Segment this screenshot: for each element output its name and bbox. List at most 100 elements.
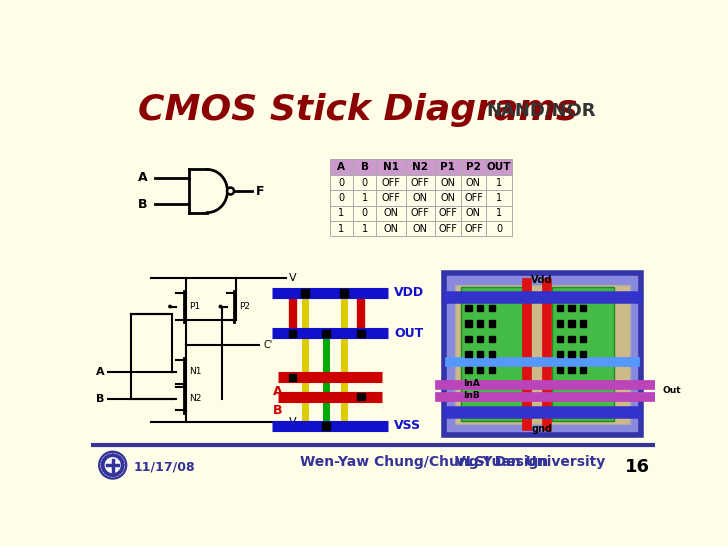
Bar xyxy=(465,336,472,342)
Bar xyxy=(455,285,630,424)
Bar xyxy=(488,351,495,357)
Circle shape xyxy=(111,454,114,456)
Text: ON: ON xyxy=(384,224,398,234)
Bar xyxy=(488,336,495,342)
Text: A: A xyxy=(95,367,104,377)
Bar xyxy=(461,206,486,221)
Circle shape xyxy=(116,455,119,458)
Bar xyxy=(322,330,330,337)
Bar xyxy=(435,206,461,221)
Text: InA: InA xyxy=(463,379,480,388)
Bar xyxy=(488,305,495,311)
Text: 1: 1 xyxy=(362,193,368,203)
Bar xyxy=(552,287,614,422)
Text: ON: ON xyxy=(413,224,428,234)
Bar xyxy=(465,366,472,373)
Text: 1: 1 xyxy=(339,224,344,234)
Bar xyxy=(435,175,461,190)
Circle shape xyxy=(106,455,109,458)
Bar xyxy=(435,159,461,175)
Bar xyxy=(322,422,330,430)
Text: 1: 1 xyxy=(496,177,502,188)
Bar xyxy=(405,175,435,190)
Bar xyxy=(435,190,461,206)
Circle shape xyxy=(104,456,107,459)
Bar xyxy=(340,289,347,296)
Text: B: B xyxy=(273,404,282,417)
Text: ON: ON xyxy=(384,209,398,218)
Circle shape xyxy=(114,454,116,457)
Text: gnd: gnd xyxy=(531,424,553,434)
Circle shape xyxy=(168,305,172,308)
Circle shape xyxy=(121,461,124,464)
Bar xyxy=(330,221,353,236)
Text: 0: 0 xyxy=(339,193,344,203)
Circle shape xyxy=(114,473,116,476)
Bar xyxy=(461,287,523,422)
Bar xyxy=(461,190,486,206)
Bar xyxy=(569,321,574,327)
Text: Wen-Yaw Chung/Chung-Yuan University: Wen-Yaw Chung/Chung-Yuan University xyxy=(300,455,606,469)
Bar xyxy=(477,351,483,357)
Circle shape xyxy=(108,473,111,476)
Bar xyxy=(465,321,472,327)
Bar xyxy=(405,206,435,221)
Text: P2: P2 xyxy=(239,302,250,311)
Circle shape xyxy=(99,452,127,479)
Bar xyxy=(557,321,563,327)
Bar xyxy=(465,305,472,311)
Bar xyxy=(569,336,574,342)
Text: ON: ON xyxy=(413,193,428,203)
Text: 0: 0 xyxy=(362,177,368,188)
Bar xyxy=(486,175,512,190)
Circle shape xyxy=(101,464,104,466)
Text: A: A xyxy=(273,385,282,397)
Text: 11/17/08: 11/17/08 xyxy=(134,460,195,473)
Bar xyxy=(580,336,586,342)
Text: ON: ON xyxy=(440,177,456,188)
Circle shape xyxy=(121,466,124,469)
Bar xyxy=(435,221,461,236)
Bar xyxy=(443,274,641,435)
Bar xyxy=(461,221,486,236)
Text: P2: P2 xyxy=(466,162,481,172)
Text: OFF: OFF xyxy=(438,224,457,234)
Text: N1: N1 xyxy=(189,367,201,377)
Bar xyxy=(376,175,405,190)
Bar xyxy=(580,351,586,357)
Text: OFF: OFF xyxy=(411,177,430,188)
Text: VDD: VDD xyxy=(394,286,424,299)
Text: B: B xyxy=(96,394,104,404)
Text: InB: InB xyxy=(463,390,480,400)
Bar xyxy=(376,221,405,236)
Bar xyxy=(486,221,512,236)
Circle shape xyxy=(106,472,109,475)
Bar xyxy=(477,366,483,373)
Bar xyxy=(376,190,405,206)
Bar xyxy=(353,175,376,190)
Circle shape xyxy=(218,305,222,308)
Bar xyxy=(288,373,296,381)
Text: NAND/NOR: NAND/NOR xyxy=(486,101,596,119)
Text: 1: 1 xyxy=(362,224,368,234)
Text: ON: ON xyxy=(466,209,481,218)
Bar xyxy=(330,206,353,221)
Circle shape xyxy=(120,459,123,461)
Text: ON: ON xyxy=(466,177,481,188)
Text: VLSI Design: VLSI Design xyxy=(455,455,548,469)
Text: ON: ON xyxy=(440,193,456,203)
Bar xyxy=(557,305,563,311)
Bar xyxy=(580,366,586,373)
Text: 0: 0 xyxy=(339,177,344,188)
Bar xyxy=(405,190,435,206)
Bar xyxy=(330,159,353,175)
Text: P1: P1 xyxy=(189,302,199,311)
Text: P1: P1 xyxy=(440,162,455,172)
Text: A: A xyxy=(138,171,148,185)
Bar xyxy=(376,159,405,175)
Bar xyxy=(488,321,495,327)
Text: F: F xyxy=(256,185,264,198)
Text: OUT: OUT xyxy=(394,327,423,340)
Text: CMOS Stick Diagrams: CMOS Stick Diagrams xyxy=(138,93,577,127)
Circle shape xyxy=(227,188,234,194)
